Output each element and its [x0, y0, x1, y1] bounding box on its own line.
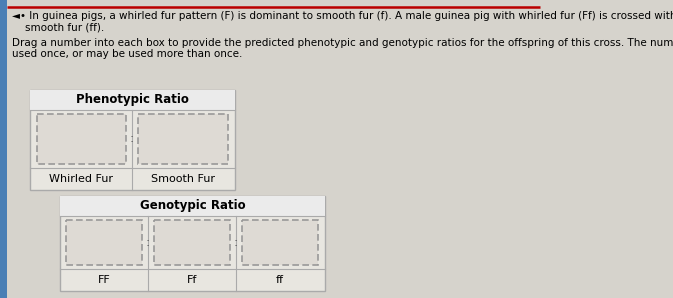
Text: Smooth Fur: Smooth Fur: [151, 174, 215, 184]
Text: used once, or may be used more than once.: used once, or may be used more than once…: [12, 49, 242, 59]
Text: smooth fur (ff).: smooth fur (ff).: [12, 22, 104, 32]
Text: Genotypic Ratio: Genotypic Ratio: [140, 199, 246, 212]
Text: ff: ff: [276, 275, 284, 285]
Bar: [30, 90, 235, 190]
FancyBboxPatch shape: [66, 220, 142, 265]
Text: Drag a number into each box to provide the predicted phenotypic and genotypic ra: Drag a number into each box to provide t…: [12, 38, 673, 48]
Text: :: :: [234, 236, 238, 249]
Text: FF: FF: [98, 275, 110, 285]
FancyBboxPatch shape: [37, 114, 126, 164]
Bar: [30, 90, 235, 110]
Bar: [60, 196, 325, 291]
Bar: [60, 196, 325, 216]
Text: :: :: [130, 133, 134, 145]
Text: ◄• In guinea pigs, a whirled fur pattern (F) is dominant to smooth fur (f). A ma: ◄• In guinea pigs, a whirled fur pattern…: [12, 11, 673, 21]
FancyBboxPatch shape: [154, 220, 230, 265]
FancyBboxPatch shape: [242, 220, 318, 265]
Text: :: :: [146, 236, 150, 249]
Bar: [0, 0, 7, 298]
FancyBboxPatch shape: [138, 114, 228, 164]
Text: Whirled Fur: Whirled Fur: [49, 174, 113, 184]
Text: Phenotypic Ratio: Phenotypic Ratio: [76, 94, 189, 106]
Text: Ff: Ff: [187, 275, 197, 285]
